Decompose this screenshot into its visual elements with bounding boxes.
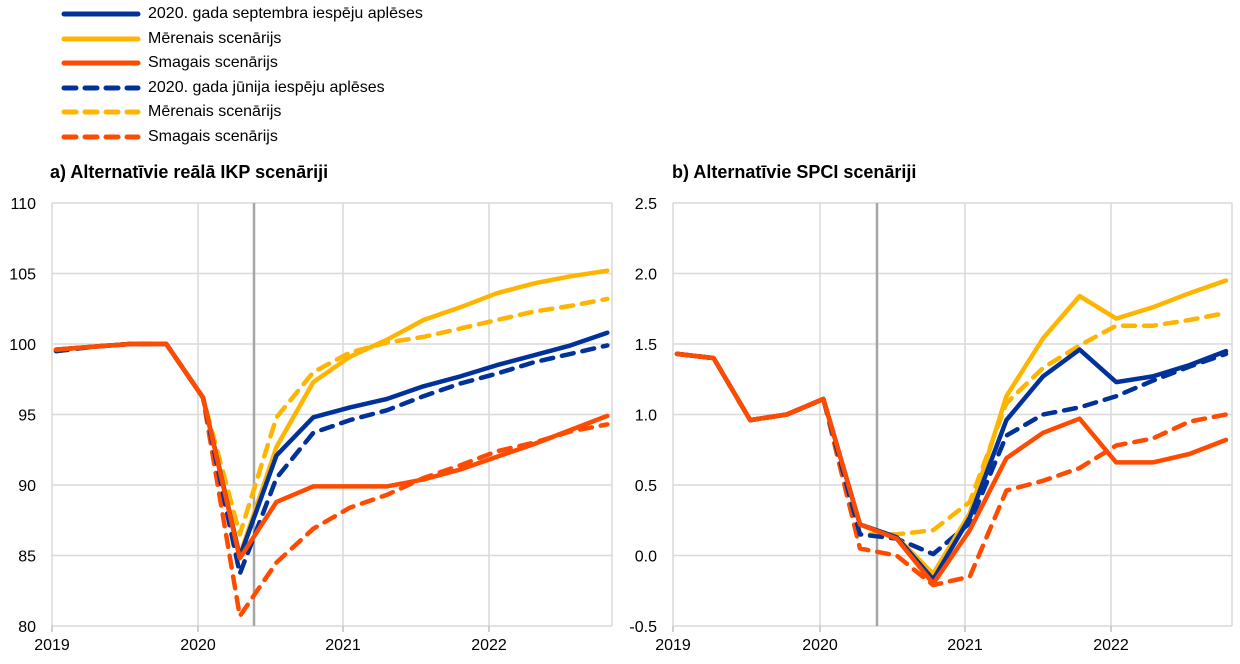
x-tick-label: 2019 xyxy=(34,637,70,654)
x-tick-label: 2022 xyxy=(1093,637,1129,654)
series-line xyxy=(53,341,610,619)
chart-b: -0.5 0.0 0.5 1.0 1.5 2.0 2.5 2019 2020 2021 2022 xyxy=(629,196,1233,654)
chart-a-title: a) Alternatīvie reālā IKP scenāriji xyxy=(50,162,329,182)
legend-label: 2020. gada septembra iespēju aplēses xyxy=(148,5,423,23)
legend-label: Mērenais scenārijs xyxy=(148,103,282,121)
series-line xyxy=(674,310,1229,537)
y-tick-label: 2.0 xyxy=(635,267,657,284)
legend-swatch-solid-yellow xyxy=(61,36,141,42)
y-tick-label: 1.5 xyxy=(635,337,657,354)
legend-item: Mērenais scenārijs xyxy=(60,100,423,125)
y-tick-label: 110 xyxy=(10,196,36,213)
legend-swatch-dashed-yellow xyxy=(61,109,141,115)
legend-swatch-solid-blue xyxy=(61,11,141,17)
chart-a: 80 85 90 95 100 105 110 2019 2020 2021 2022 xyxy=(9,196,613,654)
legend-item: 2020. gada jūnija iespēju aplēses xyxy=(60,76,423,101)
x-tick-label: 2021 xyxy=(325,637,361,654)
x-tick-label: 2021 xyxy=(947,637,983,654)
x-tick-label: 2019 xyxy=(655,637,691,654)
legend-item: Mērenais scenārijs xyxy=(60,27,423,52)
y-tick-label: 2.5 xyxy=(635,196,657,213)
legend-item: Smagais scenārijs xyxy=(60,125,423,150)
legend-label: Mērenais scenārijs xyxy=(148,29,282,47)
x-tick-label: 2020 xyxy=(802,637,838,654)
legend-swatch-dashed-blue xyxy=(61,85,141,91)
x-tick-label: 2022 xyxy=(471,637,507,654)
y-tick-label: 0.5 xyxy=(635,478,657,495)
series-line xyxy=(53,341,610,561)
legend-swatch-solid-orange xyxy=(61,60,141,66)
series-line xyxy=(53,341,610,577)
legend-swatch-dashed-orange xyxy=(61,134,141,140)
legend-label: 2020. gada jūnija iespēju aplēses xyxy=(148,78,385,96)
chart-legend: 2020. gada septembra iespēju aplēses Mēr… xyxy=(60,2,423,149)
legend-item: 2020. gada septembra iespēju aplēses xyxy=(60,2,423,27)
legend-label: Smagais scenārijs xyxy=(148,127,278,145)
y-tick-label: 90 xyxy=(18,478,36,495)
series-line xyxy=(53,296,610,537)
y-tick-label: 80 xyxy=(18,619,36,636)
y-tick-label: 95 xyxy=(18,408,36,425)
series-line xyxy=(674,351,1229,557)
legend-item: Smagais scenārijs xyxy=(60,51,423,76)
y-tick-label: 105 xyxy=(9,267,36,284)
y-tick-label: 0.0 xyxy=(635,549,657,566)
y-tick-label: 100 xyxy=(9,337,36,354)
legend-label: Smagais scenārijs xyxy=(148,54,278,72)
y-tick-label: 1.0 xyxy=(635,408,657,425)
y-tick-label: -0.5 xyxy=(629,619,657,636)
chart-b-title: b) Alternatīvie SPCI scenāriji xyxy=(672,162,917,182)
x-tick-label: 2020 xyxy=(180,637,216,654)
y-tick-label: 85 xyxy=(18,549,36,566)
series-line xyxy=(674,351,1229,586)
